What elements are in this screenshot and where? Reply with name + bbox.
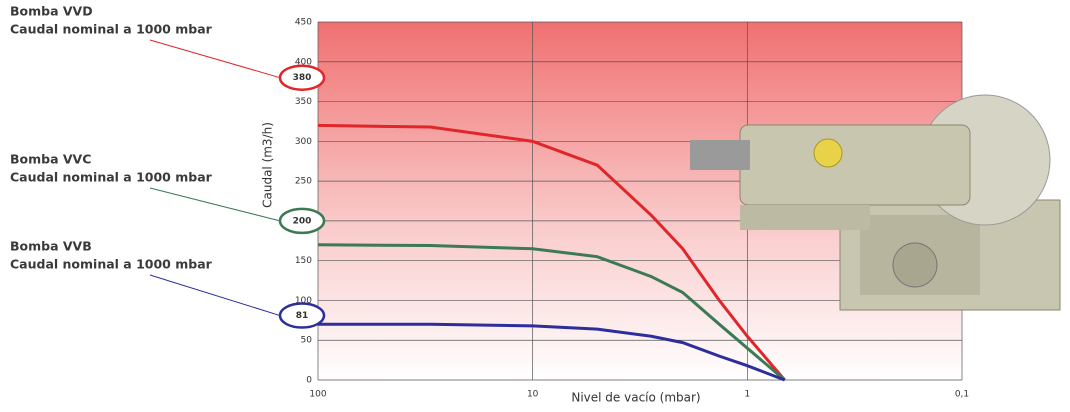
annotation-title: Bomba VVB xyxy=(10,239,92,254)
x-axis-label: Nivel de vacío (mbar) xyxy=(571,391,700,405)
x-tick-label: 10 xyxy=(527,390,539,400)
annotation-text: Caudal nominal a 1000 mbar xyxy=(10,170,213,185)
y-tick-label: 300 xyxy=(295,137,312,147)
x-tick-label: 0,1 xyxy=(955,390,969,400)
annotation-value: 200 xyxy=(293,216,312,226)
y-tick-label: 150 xyxy=(295,256,312,266)
annotation-title: Bomba VVD xyxy=(10,4,93,19)
annotation-value: 81 xyxy=(296,311,309,321)
x-tick-label: 100 xyxy=(309,390,326,400)
y-tick-label: 0 xyxy=(306,376,312,386)
annotation-title: Bomba VVC xyxy=(10,152,91,167)
y-tick-label: 450 xyxy=(295,18,312,28)
annotation-leader xyxy=(150,40,280,78)
annotation-leader xyxy=(150,275,280,316)
annotation-text: Caudal nominal a 1000 mbar xyxy=(10,22,213,37)
x-tick-label: 1 xyxy=(744,390,750,400)
chart: Caudal (m3/h) Nivel de vacío (mbar) 0 50 1… xyxy=(0,0,1070,412)
y-tick-label: 350 xyxy=(295,97,312,107)
y-tick-label: 250 xyxy=(295,177,312,187)
y-tick-label: 50 xyxy=(301,336,313,346)
annotation-text: Caudal nominal a 1000 mbar xyxy=(10,257,213,272)
annotation-value: 380 xyxy=(293,73,312,83)
y-axis-label: Caudal (m3/h) xyxy=(261,122,275,208)
